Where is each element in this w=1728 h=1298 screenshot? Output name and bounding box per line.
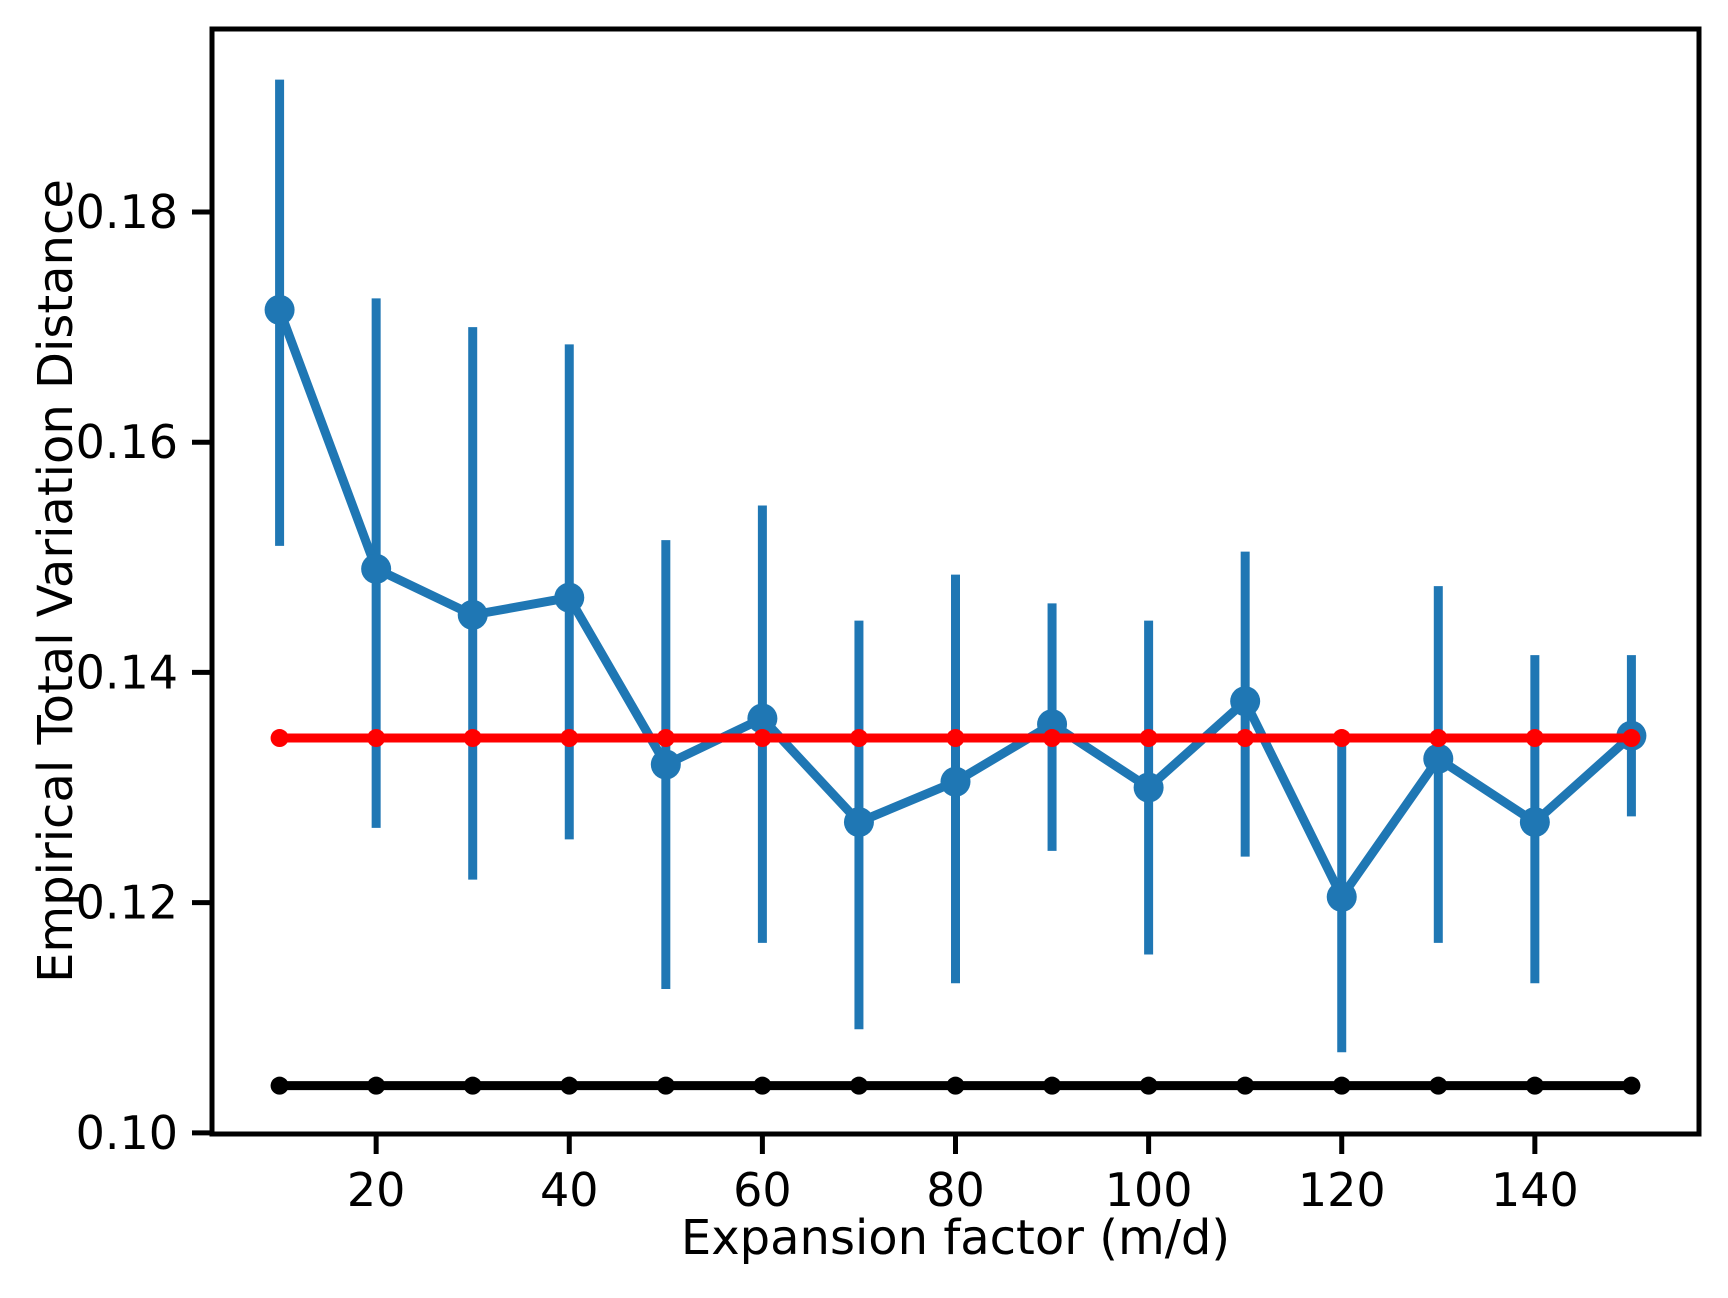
red-reference-marker: [270, 729, 289, 748]
black-reference-marker: [1139, 1076, 1158, 1095]
data-point-marker: [1519, 807, 1550, 838]
x-tick-label: 140: [1491, 1163, 1579, 1217]
y-tick-label: 0.16: [76, 415, 178, 469]
black-reference-marker: [1236, 1076, 1255, 1095]
data-point-marker: [650, 749, 681, 780]
x-tick-label: 40: [540, 1163, 599, 1217]
data-point-marker: [554, 582, 585, 613]
black-reference-marker: [1332, 1076, 1351, 1095]
data-point-marker: [843, 807, 874, 838]
black-reference-marker: [270, 1076, 289, 1095]
data-point-marker: [940, 766, 971, 797]
black-reference-marker: [463, 1076, 482, 1095]
black-reference-marker: [560, 1076, 579, 1095]
x-tick-label: 60: [733, 1163, 792, 1217]
data-point-marker: [1423, 743, 1454, 774]
x-tick-label: 100: [1105, 1163, 1193, 1217]
black-reference-marker: [1429, 1076, 1448, 1095]
red-reference-marker: [463, 729, 482, 748]
data-point-marker: [747, 703, 778, 734]
black-reference-marker: [849, 1076, 868, 1095]
red-reference-marker: [1332, 729, 1351, 748]
x-tick-label: 20: [347, 1163, 406, 1217]
red-reference-marker: [1236, 729, 1255, 748]
black-reference-marker: [656, 1076, 675, 1095]
data-point-marker: [1037, 709, 1068, 740]
y-tick-label: 0.14: [76, 645, 178, 699]
data-point-marker: [457, 599, 488, 630]
red-reference-marker: [1622, 729, 1641, 748]
red-reference-marker: [753, 729, 772, 748]
y-tick-label: 0.18: [76, 185, 178, 239]
black-reference-marker: [753, 1076, 772, 1095]
data-point-marker: [1230, 686, 1261, 717]
red-reference-marker: [1043, 729, 1062, 748]
x-axis-label: Expansion factor (m/d): [680, 1210, 1231, 1266]
y-axis-label: Empirical Total Variation Distance: [28, 179, 84, 983]
data-point-marker: [361, 553, 392, 584]
x-tick-label: 120: [1298, 1163, 1386, 1217]
red-reference-marker: [560, 729, 579, 748]
data-point-marker: [1326, 881, 1357, 912]
black-reference-marker: [1622, 1076, 1641, 1095]
red-reference-marker: [1429, 729, 1448, 748]
x-tick-label: 80: [926, 1163, 985, 1217]
data-point-marker: [1133, 772, 1164, 803]
data-point-marker: [264, 294, 295, 325]
black-reference-marker: [1525, 1076, 1544, 1095]
black-reference-marker: [367, 1076, 386, 1095]
red-reference-marker: [656, 729, 675, 748]
red-reference-marker: [849, 729, 868, 748]
y-tick-label: 0.12: [76, 876, 178, 930]
black-reference-marker: [946, 1076, 965, 1095]
red-reference-marker: [367, 729, 386, 748]
red-reference-marker: [946, 729, 965, 748]
y-tick-label: 0.10: [76, 1106, 178, 1160]
red-reference-marker: [1139, 729, 1158, 748]
red-reference-marker: [1525, 729, 1544, 748]
plot-border: [209, 26, 1702, 1137]
black-reference-marker: [1043, 1076, 1062, 1095]
